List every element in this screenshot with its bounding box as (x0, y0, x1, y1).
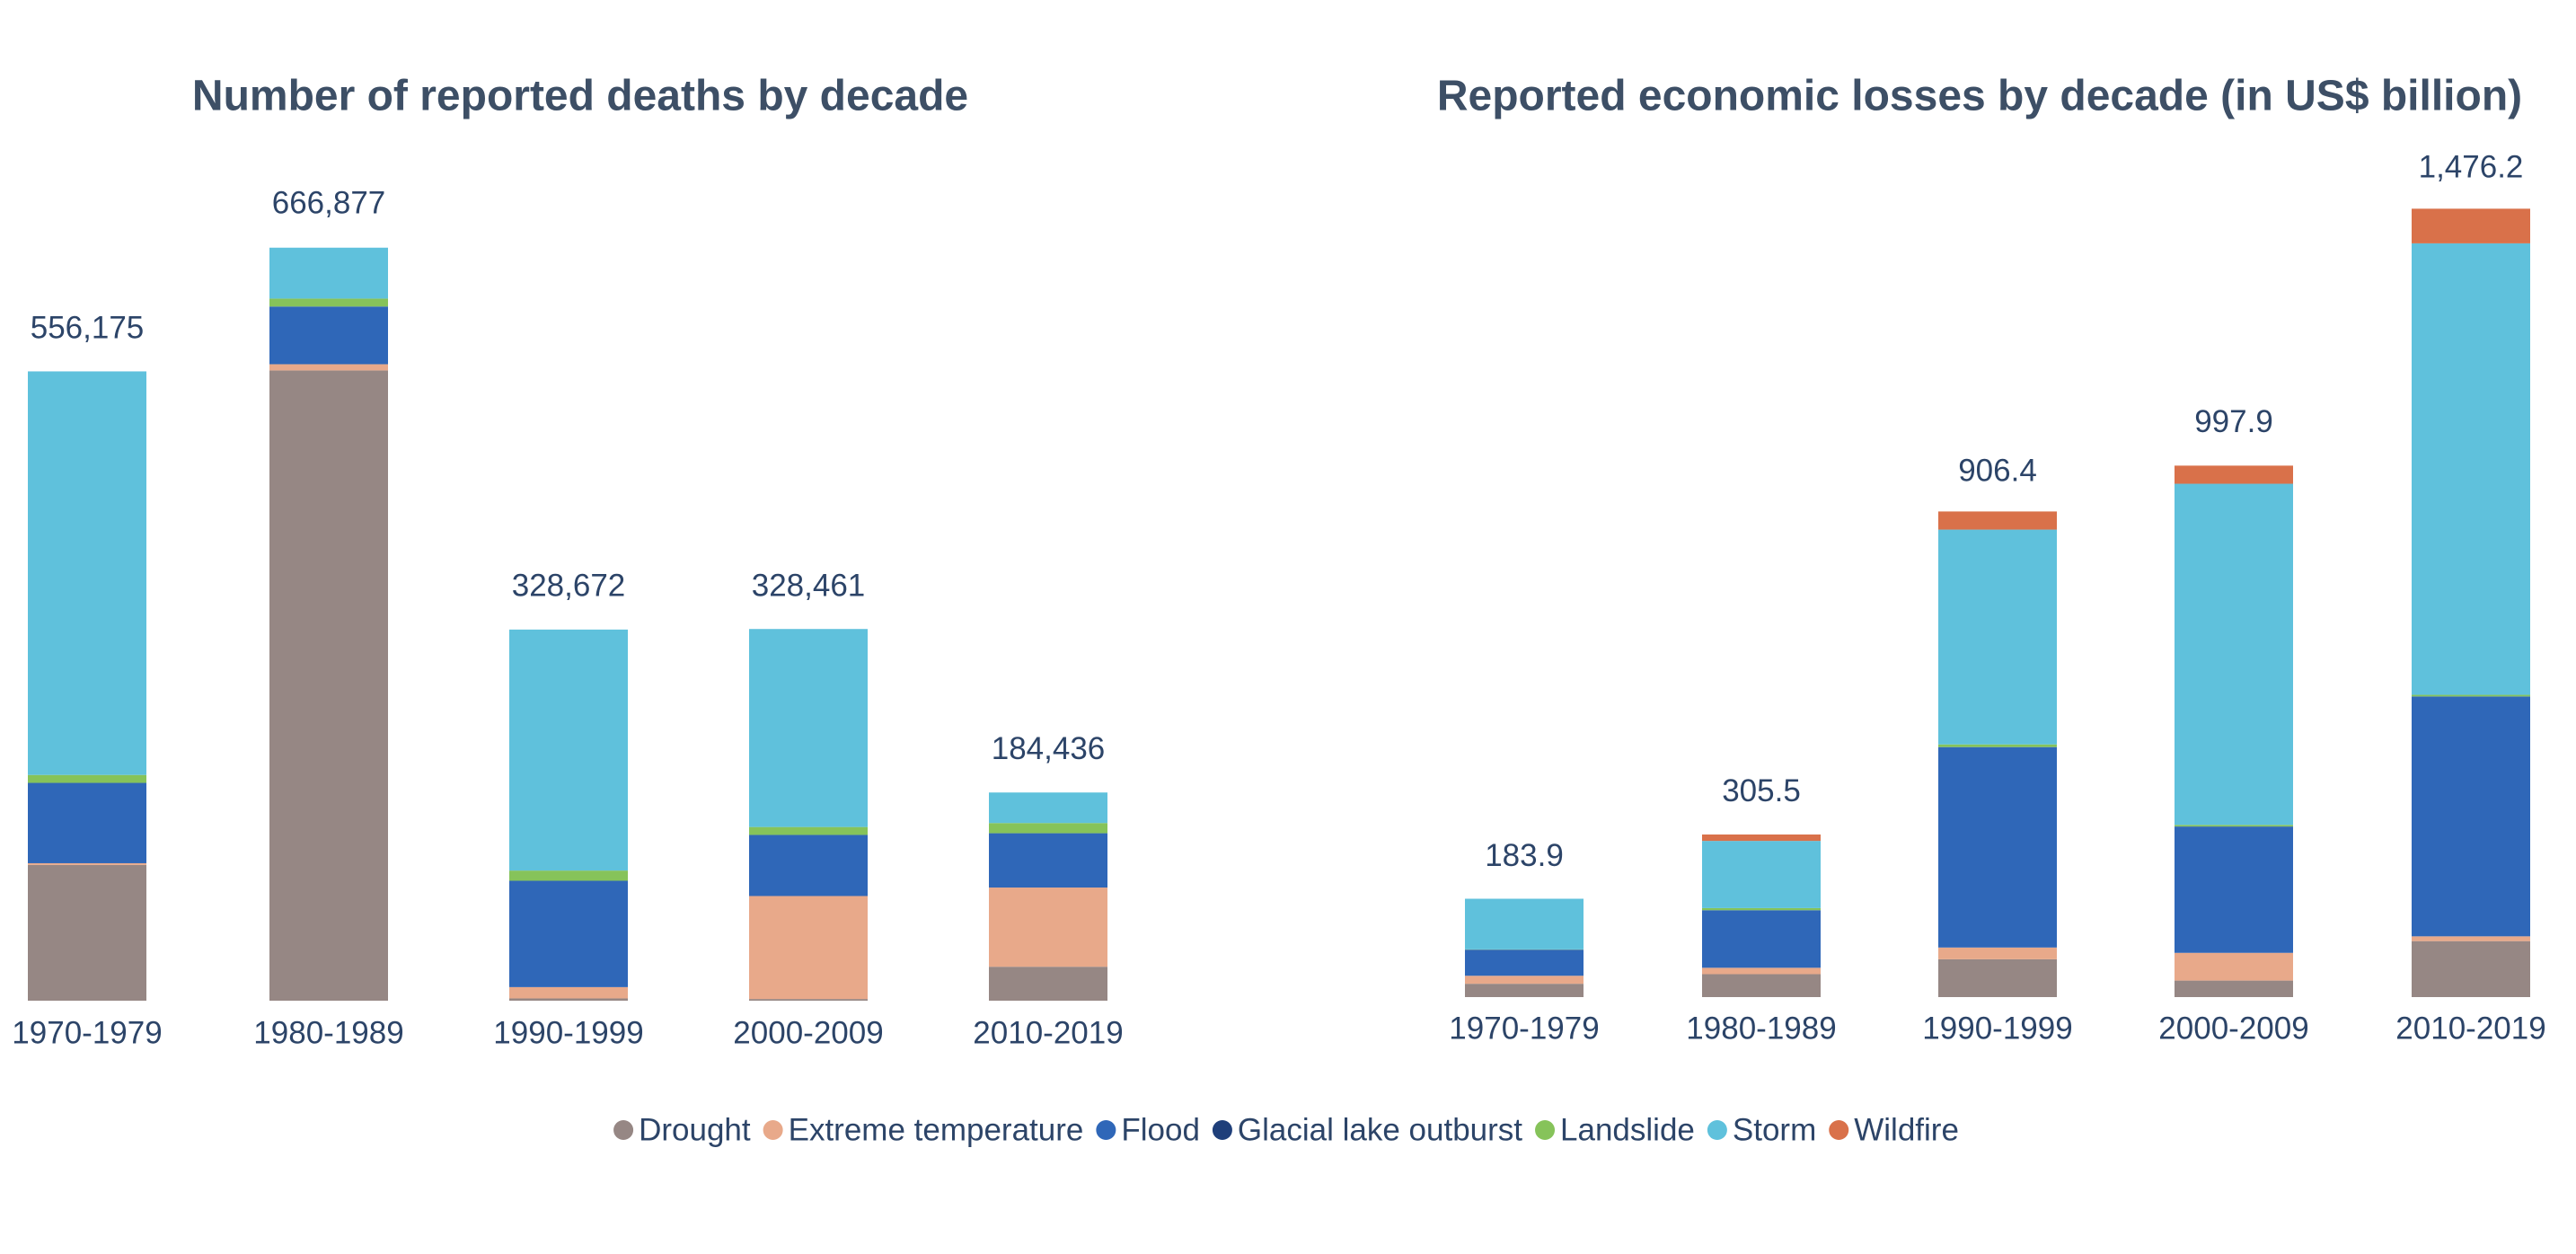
bar-segment: Landslide (1938, 744, 2057, 747)
total-label: 997.9 (2194, 404, 2273, 439)
bar-segment: Storm (1938, 529, 2057, 745)
bar-segment: Drought (749, 999, 868, 1001)
bar-segment: Extreme temperature (989, 888, 1107, 967)
legend-label: Flood (1121, 1112, 1200, 1147)
total-label: 328,461 (752, 569, 866, 604)
bar-segment: Storm (2412, 243, 2530, 695)
legend-swatch (1535, 1120, 1556, 1140)
total-label: 666,877 (272, 185, 386, 220)
bar-segment: Drought (1465, 984, 1584, 997)
bar-segment: Drought (28, 864, 146, 1001)
x-tick-label: 1990-1999 (1922, 1011, 2072, 1046)
bar-segment: Extreme temperature (749, 896, 868, 1000)
legend-swatch (613, 1120, 634, 1140)
legend-swatch (1829, 1120, 1849, 1140)
legend-label: Drought (639, 1112, 751, 1147)
bar-segment: Storm (2175, 483, 2293, 826)
x-tick-label: 1970-1979 (1449, 1011, 1599, 1046)
bar-segment: Drought (1702, 974, 1821, 997)
bar-segment: Flood (2412, 696, 2530, 937)
bar-segment: Landslide (509, 870, 628, 881)
bar-segment: Landslide (269, 298, 388, 307)
bar-segment: Flood (749, 835, 868, 896)
legend-swatch (1096, 1120, 1116, 1140)
bar-segment: Flood (1465, 949, 1584, 976)
bar-segment: Storm (28, 371, 146, 775)
bar-segment: Storm (749, 629, 868, 827)
x-tick-label: 2010-2019 (2395, 1011, 2545, 1046)
bar-segment: Wildfire (1938, 511, 2057, 530)
bar-segment: Landslide (2412, 694, 2530, 697)
legend-label: Wildfire (1854, 1112, 1959, 1147)
x-tick-label: 2000-2009 (733, 1015, 883, 1050)
legend-label: Storm (1733, 1112, 1816, 1147)
bar-segment: Flood (2175, 826, 2293, 953)
bar-segment: Storm (1465, 898, 1584, 949)
bar-segment: Flood (509, 880, 628, 987)
legend-swatch (763, 1120, 783, 1140)
total-label: 305.5 (1722, 773, 1801, 808)
x-tick-label: 2010-2019 (973, 1015, 1123, 1050)
bar-segment: Extreme temperature (28, 862, 146, 865)
bar-segment: Drought (2412, 940, 2530, 997)
bar-segment: Landslide (28, 774, 146, 783)
legend-label: Extreme temperature (789, 1112, 1084, 1147)
bar-segment: Landslide (749, 826, 868, 835)
legend-swatch (1707, 1120, 1727, 1140)
bar-segment: Landslide (2175, 825, 2293, 827)
chart-title: Number of reported deaths by decade (192, 73, 968, 120)
x-tick-label: 2000-2009 (2158, 1011, 2308, 1046)
total-label: 906.4 (1958, 453, 2037, 488)
bar-segment: Extreme temperature (1465, 976, 1584, 985)
total-label: 328,672 (512, 568, 626, 603)
bar-segment: Landslide (989, 823, 1107, 834)
bar-segment: Wildfire (2412, 208, 2530, 243)
bar-segment: Drought (1938, 958, 2057, 997)
total-label: 184,436 (992, 731, 1106, 766)
bar-segment: Drought (269, 370, 388, 1001)
bar-segment: Flood (1702, 910, 1821, 968)
bar-segment: Extreme temperature (1938, 947, 2057, 959)
bar-segment: Storm (1702, 841, 1821, 908)
total-label: 1,476.2 (2419, 149, 2524, 184)
bar-segment: Drought (509, 998, 628, 1001)
bar-segment: Wildfire (1702, 835, 1821, 842)
bar-segment: Extreme temperature (509, 986, 628, 999)
legend-label: Landslide (1560, 1112, 1695, 1147)
x-tick-label: 1970-1979 (12, 1015, 162, 1050)
bar-segment: Wildfire (2175, 465, 2293, 484)
legend: Drought Extreme temperature Flood Glacial l… (613, 1112, 1959, 1147)
x-tick-label: 1980-1989 (1686, 1011, 1836, 1046)
legend-swatch (1212, 1120, 1232, 1140)
legend-label: Glacial lake outburst (1238, 1112, 1522, 1147)
bar-segment: Flood (989, 833, 1107, 888)
bar-segment: Storm (989, 792, 1107, 824)
bar-segment: Extreme temperature (269, 364, 388, 371)
chart-title: Reported economic losses by decade (in U… (1437, 73, 2522, 120)
bar-segment: Storm (509, 629, 628, 871)
x-tick-label: 1990-1999 (493, 1015, 643, 1050)
bar-segment: Drought (2175, 980, 2293, 997)
total-label: 183.9 (1485, 838, 1564, 873)
bar-segment: Flood (269, 306, 388, 365)
bar-segment: Extreme temperature (1702, 967, 1821, 975)
bar-segment: Storm (269, 247, 388, 299)
bar-segment: Extreme temperature (2412, 936, 2530, 941)
bar-segment: Drought (989, 967, 1107, 1001)
bar-segment: Extreme temperature (2175, 952, 2293, 981)
total-label: 556,175 (31, 311, 145, 346)
x-tick-label: 1980-1989 (253, 1015, 403, 1050)
bar-segment: Landslide (1702, 907, 1821, 911)
bar-segment: Flood (1938, 746, 2057, 948)
bar-segment: Flood (28, 782, 146, 863)
